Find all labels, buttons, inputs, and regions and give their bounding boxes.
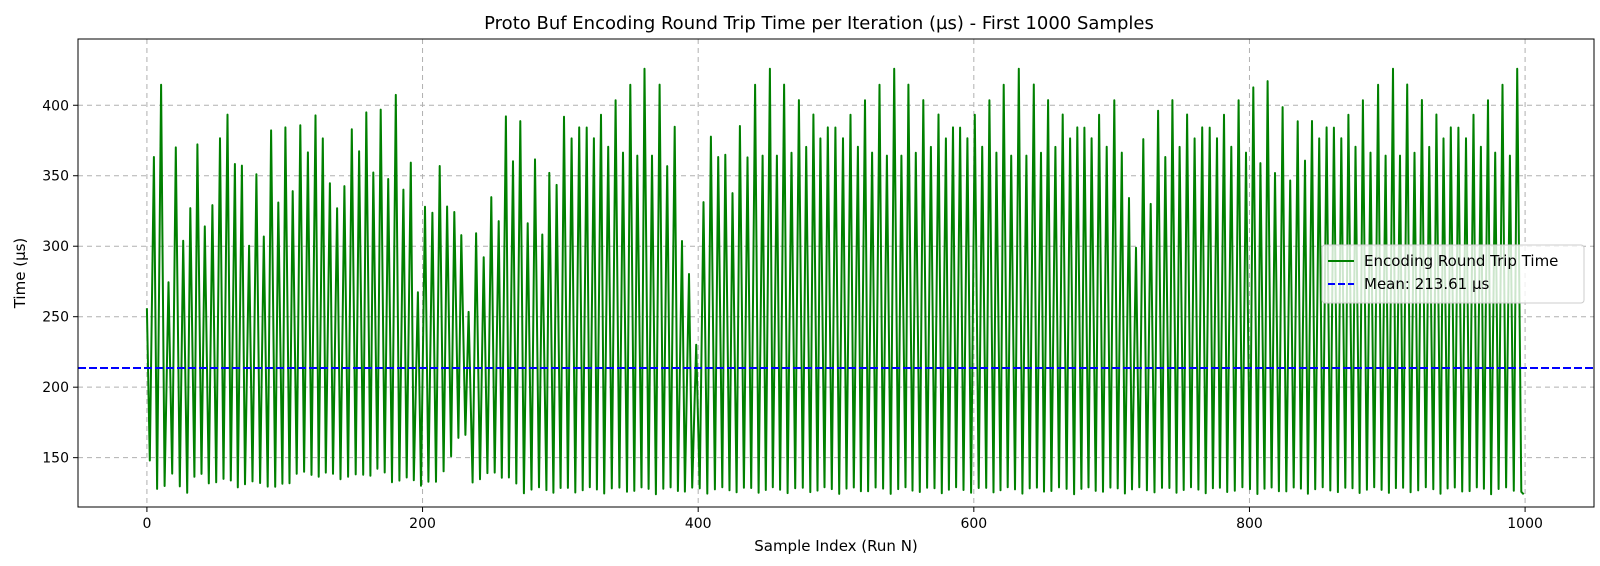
x-tick-label: 1000 [1507,516,1543,532]
x-axis-label: Sample Index (Run N) [754,537,918,555]
y-axis-label: Time (µs) [11,238,29,310]
y-tick-label: 150 [42,451,69,467]
x-tick-label: 800 [1236,516,1263,532]
y-tick-label: 250 [42,310,69,326]
plot-series [78,67,1594,496]
legend: Encoding Round Trip Time Mean: 213.61 µs [1321,244,1585,304]
y-tick-label: 300 [42,239,69,255]
y-tick-label: 350 [42,169,69,185]
legend-label-series: Encoding Round Trip Time [1364,252,1558,270]
x-tick-label: 600 [960,516,987,532]
chart-title: Proto Buf Encoding Round Trip Time per I… [484,13,1154,34]
legend-box [1321,244,1585,304]
y-axis-ticks: 150 200 250 300 350 400 [42,98,78,467]
y-tick-label: 200 [42,380,69,396]
x-tick-label: 0 [142,516,151,532]
y-tick-label: 400 [42,98,69,114]
x-axis-ticks: 0 200 400 600 800 1000 [142,507,1543,532]
plot-frame [77,38,1595,508]
x-tick-label: 200 [409,516,436,532]
x-tick-label: 400 [685,516,712,532]
series-line-encoding-round-trip [145,67,1525,496]
legend-label-mean: Mean: 213.61 µs [1364,275,1489,293]
